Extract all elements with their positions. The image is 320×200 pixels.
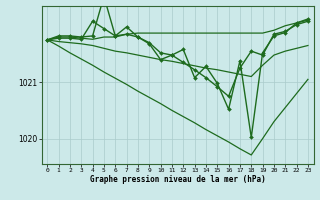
X-axis label: Graphe pression niveau de la mer (hPa): Graphe pression niveau de la mer (hPa)	[90, 175, 266, 184]
